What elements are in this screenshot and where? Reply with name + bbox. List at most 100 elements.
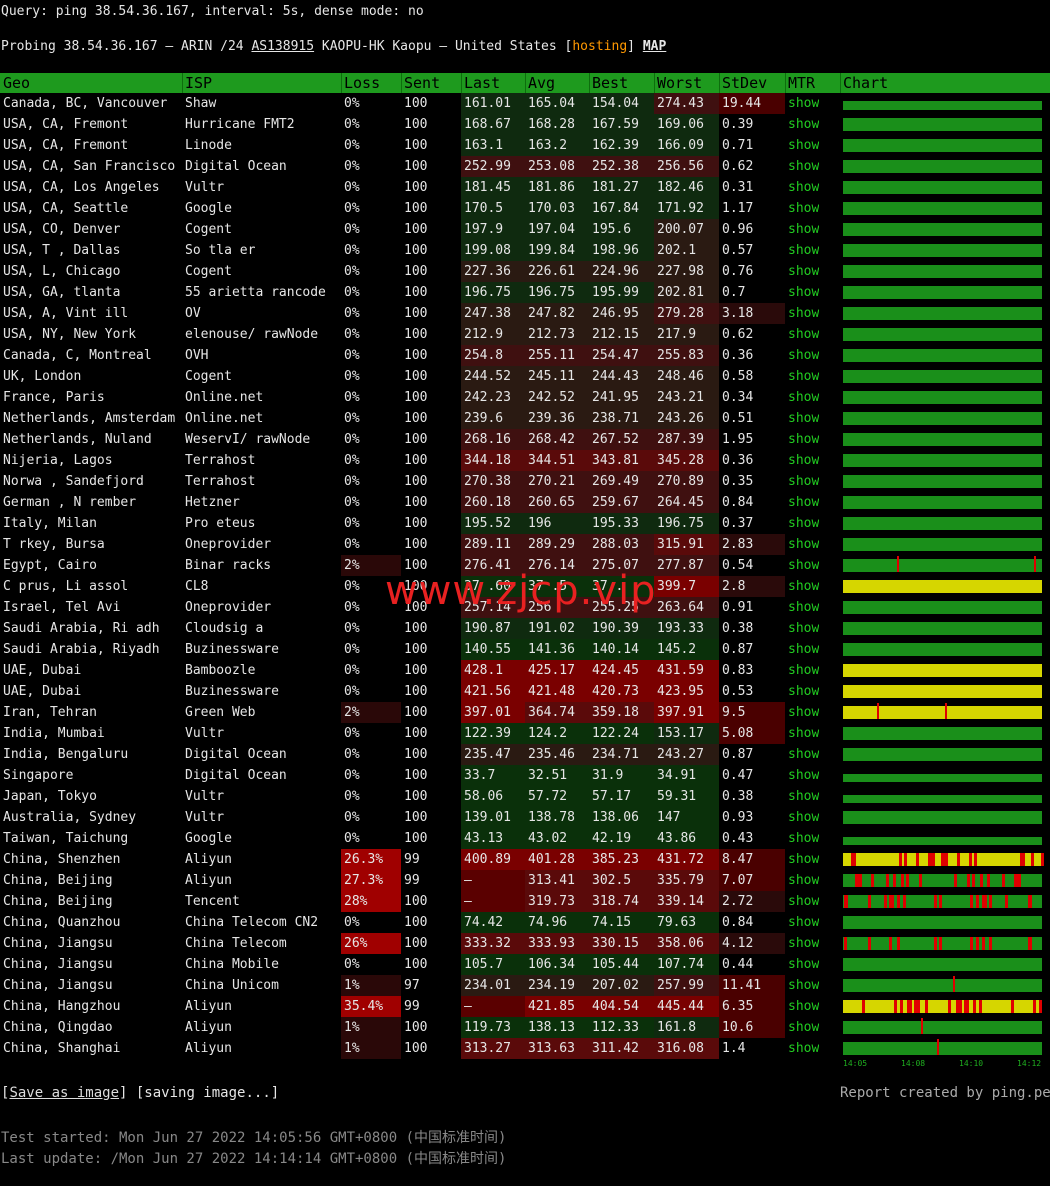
table-row: Canada, BC, Vancouver Shaw 0% 100 161.01 165.… [0, 93, 1050, 114]
mtr-show-link[interactable]: show [788, 117, 820, 132]
mtr-show-link[interactable]: show [788, 180, 820, 195]
loss-marker [976, 895, 979, 908]
mtr-show-link[interactable]: show [788, 327, 820, 342]
mtr-show-link[interactable]: show [788, 873, 820, 888]
cell-isp: Oneprovider [185, 537, 272, 552]
header-stdev[interactable]: StDev [722, 74, 768, 92]
mtr-show-link[interactable]: show [788, 789, 820, 804]
mtr-show-link[interactable]: show [788, 852, 820, 867]
cell-last: 276.41 [461, 555, 525, 576]
asn-link[interactable]: AS138915 [251, 39, 315, 54]
mtr-show-link[interactable]: show [788, 894, 820, 909]
header-last[interactable]: Last [464, 74, 501, 92]
mtr-show-link[interactable]: show [788, 495, 820, 510]
mtr-show-link[interactable]: show [788, 516, 820, 531]
mtr-show-link[interactable]: show [788, 432, 820, 447]
mtr-show-link[interactable]: show [788, 306, 820, 321]
cell-sent: 100 [404, 138, 428, 153]
header-mtr[interactable]: MTR [788, 74, 816, 92]
mtr-show-link[interactable]: show [788, 243, 820, 258]
cell-last: 397.01 [461, 702, 525, 723]
cell-last: 344.18 [461, 450, 525, 471]
mtr-show-link[interactable]: show [788, 768, 820, 783]
header-separator [719, 73, 720, 93]
mtr-show-link[interactable]: show [788, 831, 820, 846]
cell-stdev: 0.39 [722, 117, 754, 132]
cell-loss: 0% [344, 138, 360, 153]
cell-geo: USA, CA, San Francisco [3, 159, 176, 174]
cell-avg: 43.02 [525, 828, 589, 849]
header-worst[interactable]: Worst [657, 74, 703, 92]
table-body: Canada, BC, Vancouver Shaw 0% 100 161.01 165.… [0, 93, 1050, 1059]
cell-worst: 243.21 [654, 387, 719, 408]
cell-last: – [461, 870, 525, 891]
cell-loss: 0% [344, 957, 360, 972]
cell-geo: China, Jiangsu [3, 957, 113, 972]
header-isp[interactable]: ISP [185, 74, 213, 92]
mtr-show-link[interactable]: show [788, 810, 820, 825]
chart-bar [843, 1018, 1042, 1034]
saving-status: [saving image...] [127, 1085, 280, 1101]
mtr-show-link[interactable]: show [788, 369, 820, 384]
cell-stdev: 1.4 [722, 1041, 746, 1056]
mtr-show-link[interactable]: show [788, 936, 820, 951]
mtr-show-link[interactable]: show [788, 621, 820, 636]
mtr-show-link[interactable]: show [788, 474, 820, 489]
mtr-show-link[interactable]: show [788, 915, 820, 930]
mtr-show-link[interactable]: show [788, 348, 820, 363]
header-best[interactable]: Best [592, 74, 629, 92]
mtr-show-link[interactable]: show [788, 1041, 820, 1056]
mtr-show-link[interactable]: show [788, 264, 820, 279]
mtr-show-link[interactable]: show [788, 999, 820, 1014]
mtr-show-link[interactable]: show [788, 663, 820, 678]
loss-marker [891, 895, 894, 908]
mtr-show-link[interactable]: show [788, 726, 820, 741]
mtr-show-link[interactable]: show [788, 453, 820, 468]
mtr-show-link[interactable]: show [788, 558, 820, 573]
mtr-show-link[interactable]: show [788, 138, 820, 153]
cell-stdev: 0.51 [722, 411, 754, 426]
mtr-show-link[interactable]: show [788, 411, 820, 426]
header-chart[interactable]: Chart [843, 74, 889, 92]
mtr-show-link[interactable]: show [788, 642, 820, 657]
header-sent[interactable]: Sent [404, 74, 441, 92]
cell-avg: 226.61 [525, 261, 589, 282]
mtr-show-link[interactable]: show [788, 537, 820, 552]
cell-isp: China Unicom [185, 978, 279, 993]
loss-marker [897, 937, 900, 950]
loss-marker [934, 895, 937, 908]
mtr-show-link[interactable]: show [788, 978, 820, 993]
latency-chart [843, 1017, 1043, 1038]
table-row: China, Shanghai Aliyun 1% 100 313.27 313.63 31… [0, 1038, 1050, 1059]
mtr-show-link[interactable]: show [788, 747, 820, 762]
save-as-image-link[interactable]: Save as image [9, 1085, 120, 1101]
cell-stdev: 7.07 [719, 870, 785, 891]
mtr-show-link[interactable]: show [788, 222, 820, 237]
cell-sent: 100 [404, 726, 428, 741]
mtr-show-link[interactable]: show [788, 96, 820, 111]
loss-spike [877, 703, 879, 719]
mtr-show-link[interactable]: show [788, 390, 820, 405]
mtr-show-link[interactable]: show [788, 285, 820, 300]
mtr-show-link[interactable]: show [788, 579, 820, 594]
latency-chart [843, 114, 1043, 135]
cell-stdev: 2.8 [719, 576, 785, 597]
loss-marker [954, 874, 957, 887]
mtr-show-link[interactable]: show [788, 600, 820, 615]
header-loss[interactable]: Loss [344, 74, 381, 92]
header-avg[interactable]: Avg [528, 74, 556, 92]
mtr-show-link[interactable]: show [788, 957, 820, 972]
map-link[interactable]: MAP [642, 39, 667, 54]
chart-bar [843, 307, 1042, 320]
cell-worst: 200.07 [654, 219, 719, 240]
mtr-show-link[interactable]: show [788, 1020, 820, 1035]
cell-isp: Cogent [185, 369, 232, 384]
header-geo[interactable]: Geo [3, 74, 31, 92]
mtr-show-link[interactable]: show [788, 705, 820, 720]
loss-marker [970, 895, 973, 908]
mtr-show-link[interactable]: show [788, 159, 820, 174]
mtr-show-link[interactable]: show [788, 684, 820, 699]
header-separator [589, 73, 590, 93]
cell-loss: 0% [344, 537, 360, 552]
mtr-show-link[interactable]: show [788, 201, 820, 216]
